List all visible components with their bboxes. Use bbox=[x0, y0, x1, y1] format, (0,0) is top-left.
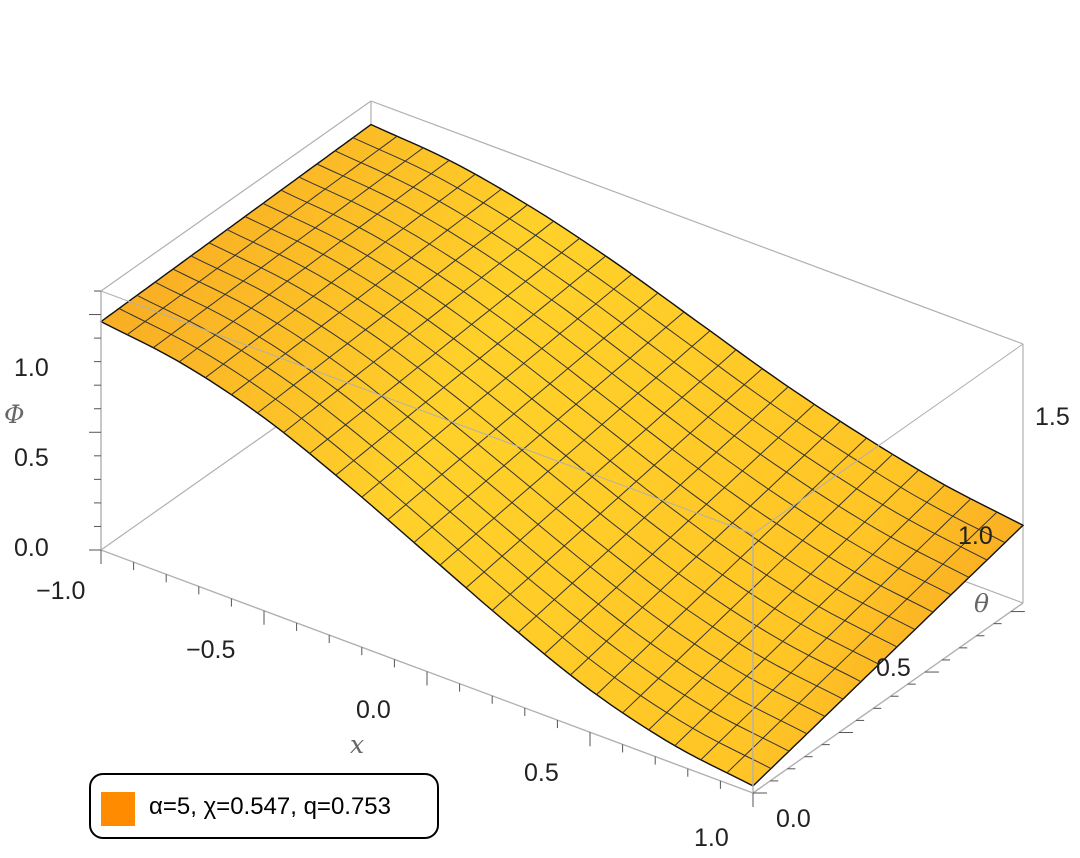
phi-tick-label: 1.0 bbox=[14, 354, 49, 382]
mesh-line-theta bbox=[280, 189, 934, 613]
x-tick-label: 0.5 bbox=[524, 759, 559, 787]
mesh-line-x bbox=[309, 237, 580, 454]
theta-tick-label: 1.0 bbox=[958, 522, 993, 550]
mesh-line-theta bbox=[334, 150, 988, 561]
mesh-line-theta bbox=[226, 229, 880, 665]
mesh-line-x bbox=[622, 453, 893, 714]
legend-label: α=5, χ=0.547, q=0.753 bbox=[149, 793, 392, 820]
mesh-line-theta bbox=[172, 268, 826, 717]
x-axis-label: x bbox=[350, 730, 364, 759]
mesh-line-x bbox=[570, 421, 841, 676]
mesh-line-x bbox=[648, 469, 920, 731]
x-tick-label: −0.5 bbox=[186, 636, 235, 664]
theta-axis-label: θ bbox=[974, 589, 989, 618]
mesh-line-theta bbox=[118, 308, 772, 770]
mesh-line-x bbox=[544, 403, 815, 655]
mesh-line-x bbox=[387, 292, 659, 521]
phi-axis-label: Φ bbox=[4, 400, 25, 429]
x-tick-label: 1.0 bbox=[694, 824, 729, 852]
surface-patch bbox=[99, 123, 1025, 787]
mesh-line-x bbox=[257, 204, 528, 414]
mesh-line-x bbox=[674, 484, 946, 747]
mesh-line-x bbox=[726, 511, 998, 774]
surface bbox=[99, 123, 1025, 787]
mesh-line-x bbox=[439, 330, 711, 566]
box-edge bbox=[752, 602, 1024, 794]
box-edge bbox=[100, 290, 754, 535]
mesh-line-theta bbox=[298, 176, 952, 596]
box-edge bbox=[752, 343, 1024, 535]
mesh-line-x bbox=[126, 135, 398, 336]
box-edge bbox=[100, 100, 372, 292]
bounding-box-front bbox=[89, 290, 1025, 807]
theta-tick-label: 0.5 bbox=[876, 654, 911, 682]
mesh-line-x bbox=[413, 311, 685, 543]
mesh-line-theta bbox=[190, 255, 844, 700]
mesh-line-x bbox=[517, 386, 789, 633]
mesh-line-x bbox=[152, 147, 424, 349]
phi-tick-label: 0.0 bbox=[14, 534, 49, 562]
mesh-line-x bbox=[283, 220, 554, 433]
phi-tick-label: 0.5 bbox=[14, 444, 49, 472]
x-tick-label: 0.0 bbox=[356, 696, 391, 724]
mesh-line-theta bbox=[244, 216, 898, 648]
theta-tick-label: 1.5 bbox=[1035, 403, 1070, 431]
mesh-line-x bbox=[361, 273, 633, 498]
theta-tick-label: 0.0 bbox=[776, 805, 811, 833]
phi-axis: 1.0 0.5 0.0 Φ bbox=[4, 354, 49, 562]
mesh-line-x bbox=[335, 255, 607, 476]
mesh-line-x bbox=[465, 349, 737, 589]
mesh-line-theta bbox=[262, 202, 916, 631]
x-tick-label: −1.0 bbox=[36, 577, 85, 605]
mesh-line-x bbox=[700, 498, 972, 761]
mesh-line-x bbox=[204, 173, 476, 379]
x-axis: −1.0 −0.5 0.0 0.5 1.0 x bbox=[36, 577, 729, 852]
mesh-line-theta bbox=[352, 137, 1006, 544]
box-edge bbox=[370, 100, 1024, 345]
mesh-line-x bbox=[178, 159, 450, 363]
mesh-line-x bbox=[491, 368, 763, 611]
mesh-line-theta bbox=[154, 281, 808, 735]
mesh-line-theta bbox=[316, 163, 970, 578]
legend-swatch bbox=[101, 792, 135, 826]
mesh-line-x bbox=[596, 437, 867, 695]
mesh-line-x bbox=[231, 188, 502, 396]
mesh-line-theta bbox=[136, 294, 790, 752]
legend: α=5, χ=0.547, q=0.753 bbox=[89, 773, 439, 839]
theta-axis: 1.5 1.0 0.5 0.0 θ bbox=[776, 403, 1070, 833]
